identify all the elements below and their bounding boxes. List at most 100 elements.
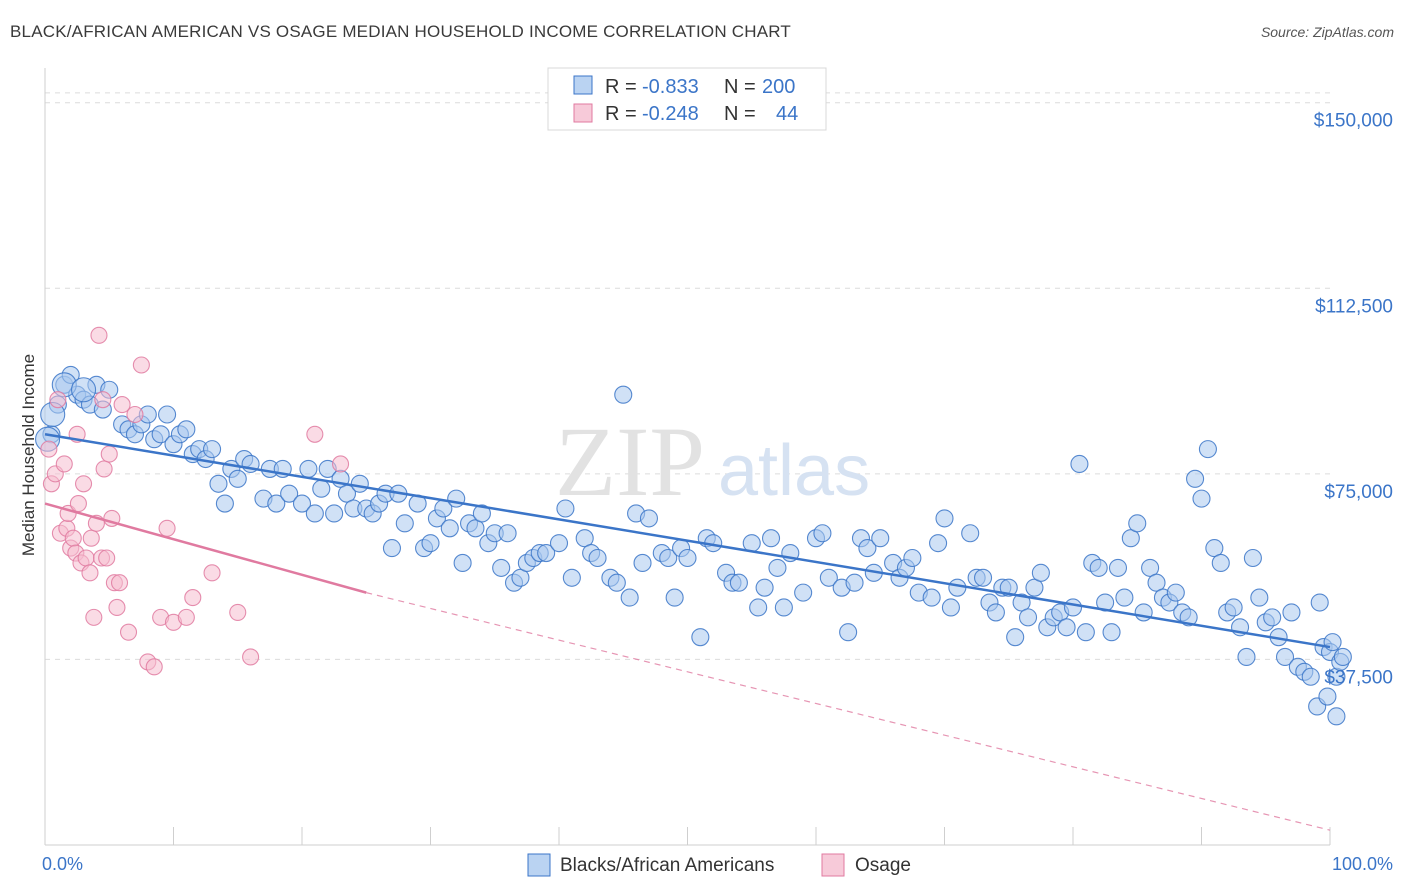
blacks-point-160 (1179, 608, 1198, 627)
blacks-point-185 (1323, 633, 1342, 652)
osage-point-31 (119, 623, 138, 641)
y-tick-label-0: $37,500 (1324, 667, 1393, 688)
blacks-point-113 (858, 539, 877, 558)
blacks-point-183 (1318, 687, 1337, 706)
osage-point-20 (90, 326, 108, 344)
blacks-point-35 (280, 484, 299, 503)
blacks-point-126 (961, 524, 980, 543)
osage-point-40 (184, 589, 202, 607)
blacks-point-36 (292, 494, 312, 513)
y-axis-label: Median Household Income (19, 354, 38, 556)
blacks-point-176 (1282, 603, 1301, 622)
blacks-point-50 (382, 539, 402, 558)
blacks-point-107 (813, 524, 832, 543)
blacks-point-175 (1275, 647, 1295, 667)
blacks-point-142 (1063, 598, 1083, 617)
blacks-point-92 (691, 628, 710, 647)
legend-n-value-pink: 44 (776, 103, 798, 125)
blacks-point-45 (350, 474, 369, 493)
osage-point-15 (77, 549, 95, 567)
osage-point-16 (81, 564, 99, 582)
blacks-point-137 (1031, 563, 1050, 582)
osage-point-25 (100, 445, 118, 463)
blacks-point-150 (1115, 588, 1134, 607)
blacks-point-82 (614, 385, 633, 404)
osage-point-9 (64, 529, 82, 547)
blacks-point-81 (607, 573, 626, 592)
blacks-point-86 (639, 509, 659, 528)
blacks-point-73 (537, 543, 556, 563)
blacks-point-181 (1310, 593, 1329, 612)
blacks-point-83 (620, 588, 639, 607)
blacks-point-24 (203, 440, 222, 459)
osage-point-12 (69, 495, 87, 513)
legend-r-value-pink: -0.248 (642, 103, 699, 125)
y-tick-label-1: $75,000 (1324, 482, 1393, 503)
blacks-point-146 (1089, 558, 1108, 577)
blacks-point-144 (1076, 623, 1095, 642)
blacks-point-52 (395, 514, 414, 533)
gridlines (45, 92, 1330, 660)
legend-r-label-blue: R = (605, 76, 637, 98)
osage-point-28 (108, 598, 126, 617)
osage-point-18 (85, 608, 103, 626)
blacks-point-152 (1128, 514, 1147, 533)
bottom-legend-swatch-pink (821, 853, 845, 877)
blacks-point-128 (973, 568, 993, 587)
osage-point-35 (145, 658, 163, 676)
chart-title: BLACK/AFRICAN AMERICAN VS OSAGE MEDIAN H… (10, 22, 791, 41)
blacks-point-122 (929, 534, 948, 553)
y-tick-labels: $37,500 $75,000 $112,500 $150,000 (1314, 111, 1393, 689)
blacks-point-133 (1006, 628, 1025, 647)
osage-point-0 (40, 440, 58, 458)
blacks-point-79 (588, 548, 607, 568)
osage-point-37 (158, 519, 176, 537)
x-tick-label-0: 0.0% (42, 854, 83, 874)
blacks-point-100 (755, 578, 774, 597)
osage-point-32 (126, 405, 144, 424)
blacks-point-55 (421, 534, 440, 553)
blacks-point-85 (633, 553, 652, 572)
series-legend: Blacks/African Americans Osage (527, 853, 911, 877)
osage-point-33 (132, 356, 150, 374)
watermark-atlas: atlas (718, 431, 870, 511)
blacks-point-108 (819, 568, 838, 587)
blacks-point-162 (1192, 489, 1211, 508)
blacks-point-189 (1327, 707, 1346, 726)
osage-point-43 (242, 648, 260, 666)
blacks-point-63 (472, 504, 491, 523)
osage-point-3 (49, 391, 67, 409)
osage-point-23 (95, 460, 113, 478)
blacks-point-158 (1166, 583, 1185, 602)
blacks-point-111 (845, 573, 864, 592)
osage-point-24 (98, 549, 116, 567)
y-tick-label-3: $150,000 (1314, 111, 1393, 132)
blacks-point-110 (839, 623, 858, 642)
blacks-point-60 (453, 553, 472, 572)
blacks-point-67 (498, 524, 517, 543)
watermark: ZIP atlas (555, 406, 870, 517)
osage-point-39 (177, 608, 195, 626)
legend-n-value-blue: 200 (762, 76, 795, 98)
legend-swatch-blue (573, 75, 593, 95)
x-tick-labels: 0.0% 100.0% (42, 854, 1393, 874)
blacks-point-124 (941, 598, 960, 617)
blacks-point-26 (215, 494, 234, 513)
blacks-point-135 (1018, 608, 1038, 627)
blacks-point-188 (1333, 647, 1352, 667)
osage-point-22 (94, 391, 112, 409)
blacks-point-39 (312, 479, 331, 498)
osage-trend-extension (366, 592, 1331, 831)
blacks-point-141 (1057, 618, 1076, 637)
blacks-point-173 (1263, 608, 1282, 627)
osage-point-5 (55, 455, 73, 473)
legend-r-label-pink: R = (605, 103, 637, 125)
blacks-point-163 (1198, 440, 1217, 459)
osage-point-29 (110, 574, 129, 592)
blacks-point-171 (1250, 588, 1269, 607)
blacks-point-119 (903, 548, 922, 568)
blacks-point-76 (562, 568, 581, 587)
bottom-legend-label-pink: Osage (855, 855, 911, 876)
y-tick-label-2: $112,500 (1315, 296, 1393, 317)
